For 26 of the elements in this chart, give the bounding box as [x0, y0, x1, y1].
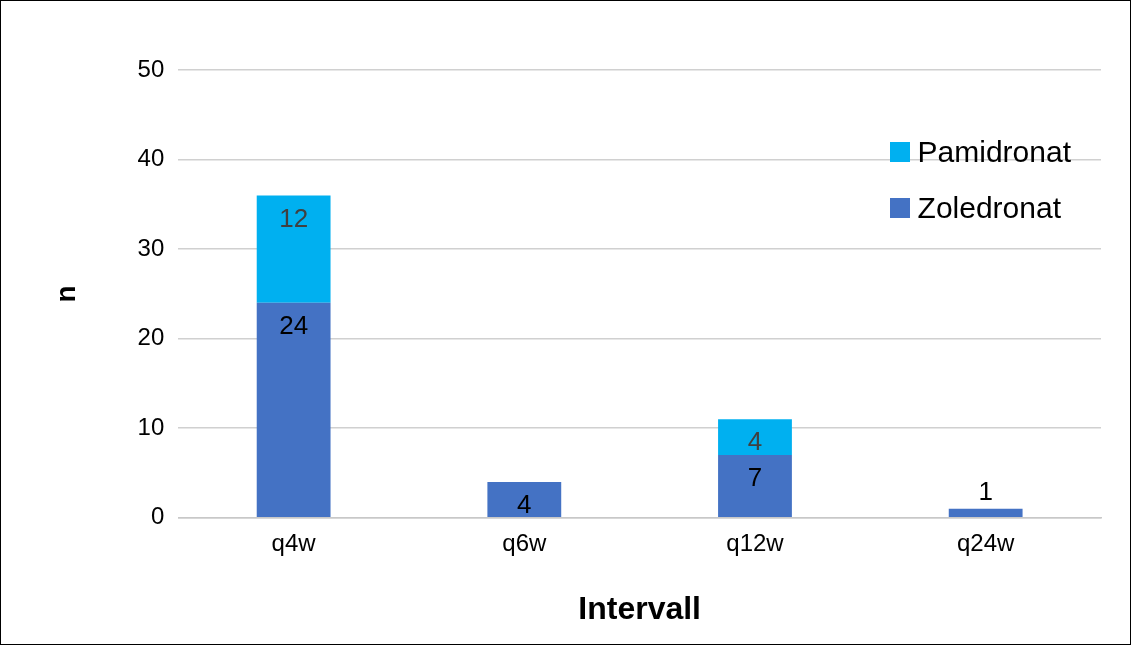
bar [718, 455, 792, 518]
legend-label: Zoledronat [917, 191, 1062, 225]
bar [718, 419, 792, 456]
y-tick-label: 0 [150, 502, 165, 530]
data-label: 1 [978, 476, 993, 507]
x-axis-title: Intervall [578, 589, 702, 626]
y-tick-label: 40 [137, 144, 165, 172]
y-tick-label: 30 [137, 233, 165, 261]
y-tick-label: 10 [137, 412, 165, 440]
x-tick-label: q12w [726, 528, 785, 556]
data-label: 12 [279, 202, 309, 233]
legend-label: Pamidronat [917, 135, 1071, 169]
y-tick-label: 50 [137, 54, 165, 82]
data-label: 4 [517, 489, 532, 520]
x-tick-label: q24w [956, 528, 1016, 556]
x-tick-label: q6w [502, 528, 547, 556]
bar [256, 302, 331, 518]
data-label: 4 [747, 426, 763, 457]
x-tick-label: q4w [271, 528, 317, 556]
y-tick-label: 20 [137, 323, 165, 351]
bar [487, 481, 562, 518]
data-label: 7 [747, 462, 763, 493]
bar [256, 195, 331, 303]
y-axis-title: n [49, 285, 81, 303]
data-label: 24 [279, 310, 309, 341]
bar [948, 508, 1023, 518]
